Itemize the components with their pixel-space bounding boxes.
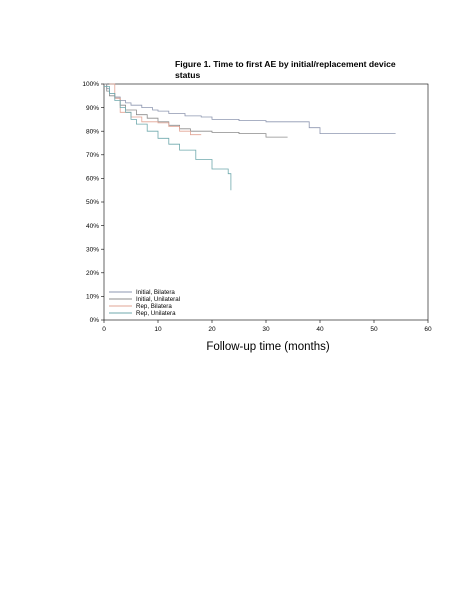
y-tick-label: 100% xyxy=(82,81,99,88)
y-tick-label: 30% xyxy=(86,246,99,253)
y-tick-label: 10% xyxy=(86,294,99,301)
y-axis: 0% 10% 20% 30% 40% 50% 60% 70% 80% 90% 100% xyxy=(82,81,104,324)
x-tick-label: 0 xyxy=(102,326,106,333)
y-tick-label: 80% xyxy=(86,128,99,135)
series-group xyxy=(104,83,396,191)
x-tick-label: 10 xyxy=(154,326,162,333)
series-line-1 xyxy=(104,83,396,134)
y-tick-label: 90% xyxy=(86,105,99,112)
x-axis-label: Follow-up time (months) xyxy=(206,341,330,353)
y-tick-label: 70% xyxy=(86,152,99,159)
legend-label: Rep, Unilatera xyxy=(136,310,176,317)
series-line-3 xyxy=(109,83,202,136)
legend-label: Initial, Unilateral xyxy=(136,296,180,303)
y-tick-label: 60% xyxy=(86,176,99,183)
series-line-4 xyxy=(104,86,232,191)
chart-title: Figure 1. Time to first AE by initial/re… xyxy=(175,59,396,80)
plot-frame xyxy=(103,83,429,321)
y-tick-label: 40% xyxy=(86,223,99,230)
x-tick-label: 50 xyxy=(370,326,378,333)
x-tick-label: 60 xyxy=(424,326,432,333)
x-tick-label: 20 xyxy=(208,326,216,333)
y-tick-label: 20% xyxy=(86,270,99,277)
y-tick-label: 50% xyxy=(86,199,99,206)
x-axis: 0 10 20 30 40 50 60 xyxy=(102,320,432,333)
x-tick-label: 30 xyxy=(262,326,270,333)
y-tick-label: 0% xyxy=(90,317,100,324)
x-tick-label: 40 xyxy=(316,326,324,333)
series-line-2 xyxy=(104,83,288,138)
legend-label: Initial, Bilatera xyxy=(136,289,175,296)
legend-label: Rep, Bilatera xyxy=(136,303,172,310)
